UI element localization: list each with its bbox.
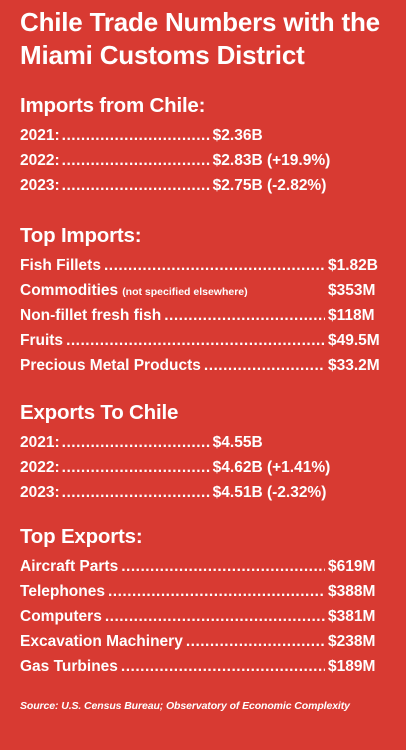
- item-label: Telephones: [20, 583, 105, 600]
- year-value: $2.75B (-2.82%): [212, 177, 327, 194]
- top-imports-heading: Top Imports:: [20, 224, 142, 247]
- dot-leader: ........................................…: [107, 583, 325, 600]
- exports-2021-row: 2021: ..................................…: [20, 430, 386, 455]
- year-label: 2022:: [20, 459, 60, 476]
- dot-leader: ........................................…: [61, 152, 211, 169]
- item-value: $388M: [328, 583, 376, 600]
- item-label: Gas Turbines: [20, 658, 118, 675]
- dot-leader: ........................................…: [61, 459, 211, 476]
- top-exports-heading: Top Exports:: [20, 525, 143, 548]
- dot-leader: ........................................…: [61, 177, 211, 194]
- dot-leader: ........................................…: [164, 307, 325, 324]
- list-item: Aircraft Parts .........................…: [20, 554, 386, 579]
- list-item: Commodities (not specified elsewhere) $3…: [20, 278, 386, 303]
- top-exports-section: Top Exports: Aircraft Parts ............…: [20, 523, 386, 679]
- item-value: $189M: [328, 658, 376, 675]
- item-value: $619M: [328, 558, 376, 575]
- item-value: $118M: [328, 307, 375, 324]
- dot-leader: ........................................…: [185, 633, 325, 650]
- imports-2021-row: 2021: ..................................…: [20, 123, 386, 148]
- imports-from-chile-heading: Imports from Chile:: [20, 94, 206, 117]
- item-value: $49.5M: [328, 332, 380, 349]
- dot-leader: ........................................…: [104, 608, 325, 625]
- list-item: Fish Fillets ...........................…: [20, 253, 386, 278]
- item-label: Commodities: [20, 282, 119, 299]
- list-item: Excavation Machinery ...................…: [20, 629, 386, 654]
- item-label: Precious Metal Products: [20, 357, 201, 374]
- item-label: Non-fillet fresh fish: [20, 307, 162, 324]
- top-imports-section: Top Imports: Fish Fillets ..............…: [20, 222, 386, 378]
- dot-leader: ........................................…: [61, 484, 211, 501]
- year-label: 2021:: [20, 127, 60, 144]
- list-item: Fruits .................................…: [20, 328, 386, 353]
- page-title: Chile Trade Numbers with the Miami Custo…: [20, 7, 380, 70]
- list-item: Gas Turbines ...........................…: [20, 654, 386, 679]
- source-note: Source: U.S. Census Bureau; Observatory …: [20, 700, 350, 712]
- year-label: 2022:: [20, 152, 60, 169]
- item-label: Fish Fillets: [20, 257, 101, 274]
- item-label: Excavation Machinery: [20, 633, 183, 650]
- item-label: Fruits: [20, 332, 64, 349]
- exports-2023-row: 2023: ..................................…: [20, 480, 386, 505]
- item-value: $381M: [328, 608, 376, 625]
- item-value: $1.82B: [328, 257, 378, 274]
- item-value: $238M: [328, 633, 376, 650]
- year-value: $4.62B (+1.41%): [212, 459, 331, 476]
- dot-leader: ........................................…: [120, 658, 325, 675]
- dot-leader: ........................................…: [121, 558, 325, 575]
- year-label: 2023:: [20, 177, 60, 194]
- dot-leader: ........................................…: [203, 357, 325, 374]
- list-item: Computers ..............................…: [20, 604, 386, 629]
- exports-to-chile-heading: Exports To Chile: [20, 401, 179, 424]
- dot-leader: ........................................…: [66, 332, 325, 349]
- dot-leader: ........................................…: [61, 127, 211, 144]
- year-value: $2.83B (+19.9%): [212, 152, 331, 169]
- imports-2022-row: 2022: ..................................…: [20, 148, 386, 173]
- imports-2023-row: 2023: ..................................…: [20, 173, 386, 198]
- year-value: $4.51B (-2.32%): [212, 484, 327, 501]
- year-label: 2023:: [20, 484, 60, 501]
- item-label: Computers: [20, 608, 102, 625]
- item-note: (not specified elsewhere): [122, 286, 248, 298]
- item-label: Aircraft Parts: [20, 558, 119, 575]
- exports-to-chile-section: Exports To Chile 2021: .................…: [20, 399, 386, 505]
- exports-2022-row: 2022: ..................................…: [20, 455, 386, 480]
- year-value: $4.55B: [212, 434, 263, 451]
- list-item: Telephones .............................…: [20, 579, 386, 604]
- list-item: Precious Metal Products ................…: [20, 353, 386, 378]
- item-value: $33.2M: [328, 357, 380, 374]
- year-label: 2021:: [20, 434, 60, 451]
- dot-leader: ........................................…: [61, 434, 211, 451]
- imports-from-chile-section: Imports from Chile: 2021: ..............…: [20, 92, 386, 198]
- dot-leader: ........................................…: [103, 257, 325, 274]
- list-item: Non-fillet fresh fish ..................…: [20, 303, 386, 328]
- year-value: $2.36B: [212, 127, 263, 144]
- item-value: $353M: [328, 282, 376, 299]
